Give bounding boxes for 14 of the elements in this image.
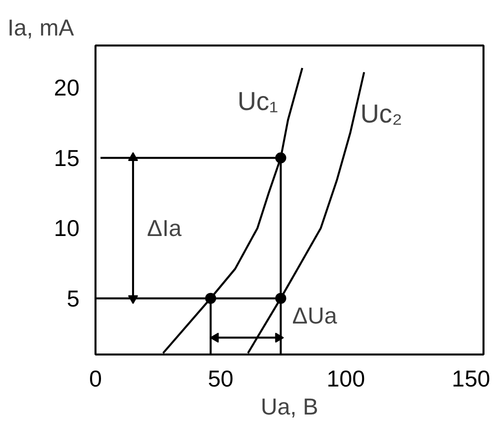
x-tick-label: 150 xyxy=(452,366,490,392)
x-tick-label: 0 xyxy=(89,366,102,392)
y-tick-label: 10 xyxy=(54,215,80,242)
series-label: Uc₁ xyxy=(237,86,278,116)
y-axis-title: Ia, mA xyxy=(8,14,75,40)
annotation: ΔUa xyxy=(292,302,338,329)
series-label: Uc₂ xyxy=(360,98,402,129)
y-tick-label: 20 xyxy=(54,74,80,101)
y-tick-label: 5 xyxy=(66,285,80,312)
x-tick-label: 100 xyxy=(326,366,366,392)
x-tick-label: 50 xyxy=(208,366,234,392)
y-tick-label: 15 xyxy=(54,144,80,171)
x-axis-title: Ua, B xyxy=(260,394,318,420)
annotation: ΔIa xyxy=(147,215,182,242)
